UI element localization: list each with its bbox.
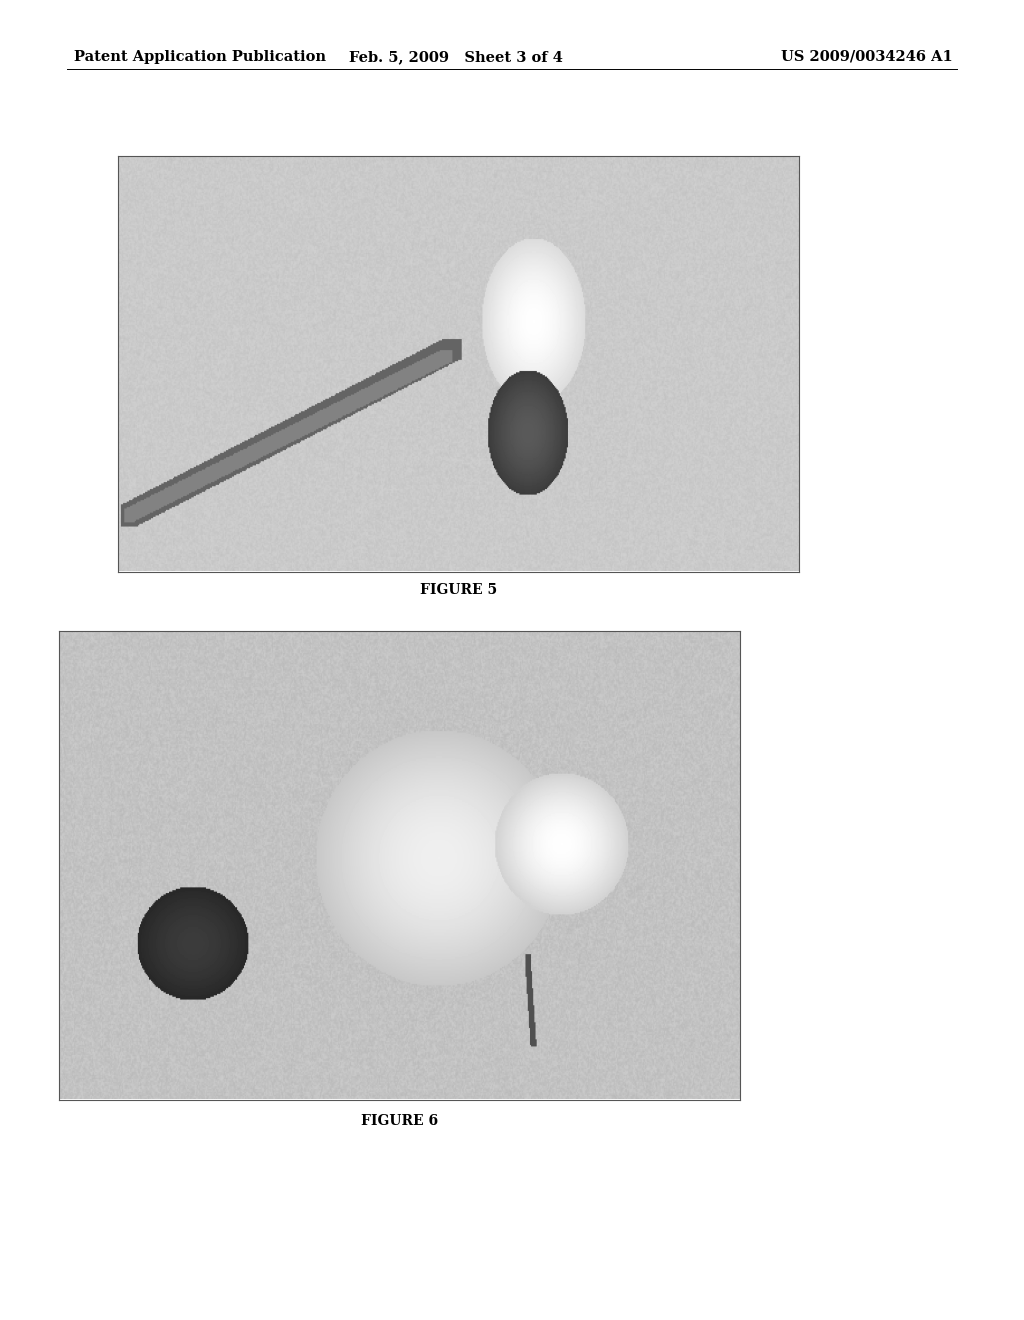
Text: 11: 11	[546, 668, 586, 722]
Text: 21: 21	[572, 693, 612, 746]
Text: 4: 4	[229, 725, 294, 800]
Text: FIGURE 6: FIGURE 6	[360, 1114, 438, 1127]
Text: Patent Application Publication: Patent Application Publication	[74, 50, 326, 63]
Text: US 2009/0034246 A1: US 2009/0034246 A1	[780, 50, 952, 63]
Text: 3: 3	[559, 297, 678, 317]
Text: FIGURE 5: FIGURE 5	[420, 583, 498, 597]
Text: 1: 1	[610, 722, 649, 774]
Text: Feb. 5, 2009   Sheet 3 of 4: Feb. 5, 2009 Sheet 3 of 4	[349, 50, 562, 63]
Text: 22: 22	[370, 506, 428, 535]
Text: 6: 6	[254, 438, 322, 484]
Text: 3: 3	[344, 953, 362, 997]
Text: 23: 23	[472, 948, 486, 999]
Text: 6: 6	[484, 656, 493, 708]
Text: 21: 21	[216, 210, 391, 284]
